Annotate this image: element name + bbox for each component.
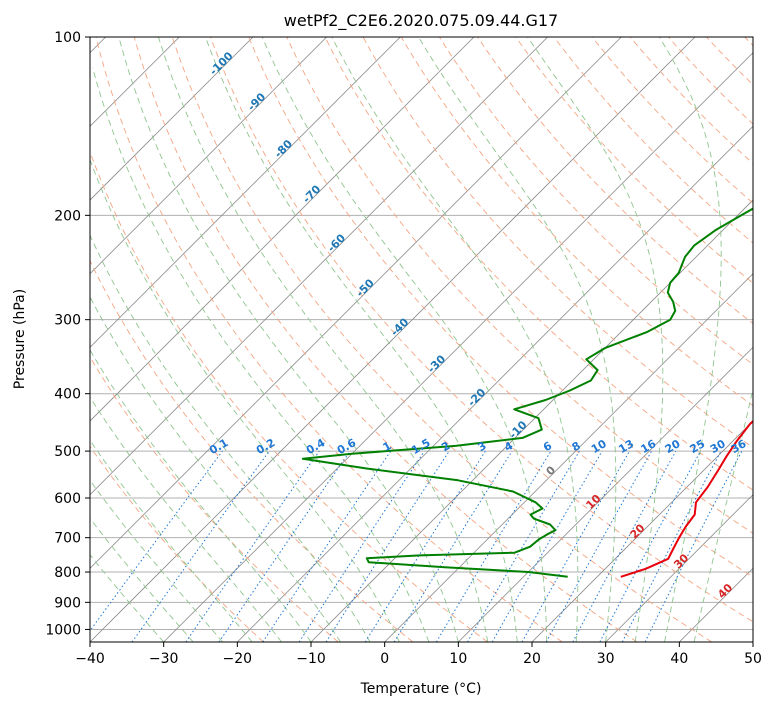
dry-adiabat — [477, 37, 753, 325]
y-tick-label: 800 — [54, 565, 81, 581]
dry-adiabat — [210, 37, 753, 623]
y-axis-label: Pressure (hPa) — [12, 289, 28, 389]
y-tick-label: 300 — [54, 313, 81, 329]
dry-adiabat — [324, 37, 753, 491]
isotherm-line — [90, 37, 622, 569]
axis-ticks: −40 −30 −20 −10 0 10 20 30 40 50 100 200 300 400 500 60… — [45, 30, 762, 667]
y-tick-label: 1000 — [45, 622, 81, 638]
dry-adiabat — [591, 37, 753, 204]
moist-adiabat — [204, 37, 518, 642]
mixing-ratio-line — [218, 450, 351, 642]
isotherm-line — [90, 37, 548, 496]
y-tick-label: 900 — [54, 595, 81, 611]
mixing-ratio-line — [131, 450, 270, 642]
moist-adiabat — [90, 396, 282, 642]
dry-adiabat — [95, 37, 563, 642]
mixing-ratio-line — [90, 450, 223, 632]
moist-adiabat — [693, 386, 753, 642]
moist-adiabat — [331, 37, 579, 642]
isotherm-line — [90, 37, 254, 201]
dry-adiabat — [400, 37, 753, 407]
dry-adiabat — [133, 37, 638, 642]
isotherm-line — [90, 37, 696, 642]
temperature-profile — [620, 419, 753, 578]
x-tick-label: −30 — [149, 651, 179, 667]
x-tick-label: −20 — [223, 651, 253, 667]
isotherm-line — [384, 273, 753, 642]
mixing-ratio-line — [393, 450, 513, 642]
x-tick-label: 20 — [523, 651, 541, 667]
dry-adiabat — [90, 445, 264, 642]
moist-adiabat — [90, 439, 253, 642]
moist-adiabat — [90, 349, 312, 642]
dry-adiabat — [362, 37, 753, 449]
moist-adiabat — [90, 479, 223, 642]
y-tick-label: 600 — [54, 491, 81, 507]
moist-adiabat — [90, 296, 341, 642]
plot-frame — [89, 36, 754, 643]
mixing-ratio-line — [521, 450, 630, 642]
moist-adiabat — [418, 37, 617, 642]
isotherm-line — [458, 346, 753, 642]
moist-adiabat — [92, 67, 430, 642]
x-tick-label: 10 — [449, 651, 467, 667]
mixing-ratio-line — [572, 450, 677, 642]
dry-adiabat — [171, 37, 712, 642]
moist-adiabat — [157, 37, 489, 642]
y-tick-label: 500 — [54, 444, 81, 460]
x-tick-label: −10 — [296, 651, 326, 667]
moist-adiabat — [118, 37, 459, 642]
moist-adiabat — [90, 158, 400, 642]
y-tick-label: 200 — [54, 208, 81, 224]
dry-adiabat — [629, 37, 753, 165]
isotherm-line — [90, 37, 401, 348]
dry-adiabat — [515, 37, 753, 284]
isotherm-line — [531, 420, 753, 642]
plot-area — [90, 37, 753, 642]
moist-adiabat — [90, 234, 371, 642]
mixing-ratio-line — [467, 450, 580, 642]
x-tick-label: 30 — [597, 651, 615, 667]
mixing-ratio-line — [435, 450, 552, 642]
y-tick-label: 700 — [54, 531, 81, 547]
y-tick-label: 400 — [54, 387, 81, 403]
mixing-ratio-line — [185, 450, 320, 642]
x-tick-label: 50 — [744, 651, 762, 667]
moist-adiabat — [261, 37, 548, 642]
chart-title: wetPf2_C2E6.2020.075.09.44.G17 — [284, 11, 558, 31]
x-tick-label: 40 — [670, 651, 688, 667]
mixing-ratio-line — [325, 450, 450, 642]
dry-adiabat — [90, 259, 414, 642]
dewpoint-profile — [301, 207, 753, 578]
moist-adiabat — [527, 37, 664, 642]
dry-adiabat — [248, 37, 753, 578]
isotherm-line — [237, 125, 753, 642]
x-axis-label: Temperature (°C) — [360, 681, 482, 697]
mixing-ratio-line — [545, 450, 653, 642]
mixing-ratio-line — [364, 450, 486, 642]
isotherm-line — [90, 37, 475, 422]
isotherm-line — [163, 52, 753, 642]
mixing-ratio-line — [491, 450, 603, 642]
x-tick-label: 0 — [380, 651, 389, 667]
isotherm-line — [605, 494, 753, 642]
y-tick-label: 100 — [54, 30, 81, 46]
isotherm-line — [90, 37, 327, 275]
moist-adiabat — [658, 37, 722, 642]
x-tick-label: −40 — [75, 651, 105, 667]
